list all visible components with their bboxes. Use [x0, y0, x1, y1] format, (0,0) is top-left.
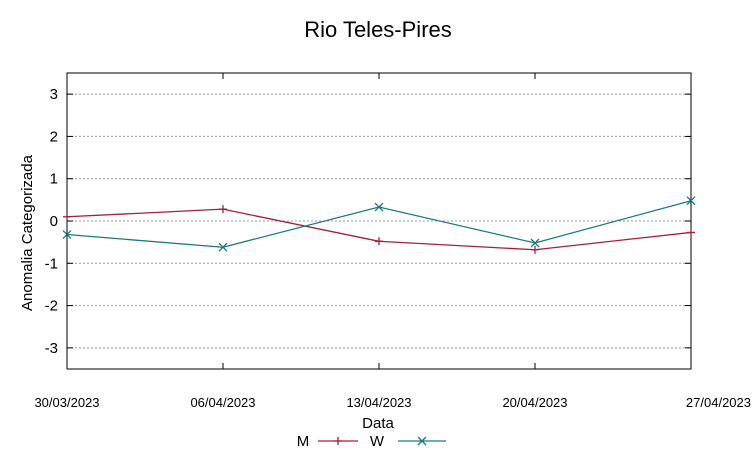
data-point-w — [530, 238, 540, 248]
x-tick-label: 27/04/2023 — [686, 395, 751, 410]
data-point-w — [686, 196, 696, 206]
y-tick-label: 3 — [50, 86, 58, 103]
y-tick-label: -3 — [45, 340, 58, 357]
grid-lines — [67, 93, 691, 349]
legend-label-w: W — [370, 433, 385, 450]
legend-marker-w — [417, 436, 427, 446]
data-point-m — [219, 205, 227, 214]
x-axis-label: Data — [362, 415, 394, 432]
legend-label-m: M — [297, 433, 310, 450]
x-tick-label: 30/03/2023 — [34, 395, 99, 410]
y-tick-label: -2 — [45, 298, 58, 315]
series-group — [62, 196, 696, 254]
data-point-w — [218, 242, 228, 252]
x-axis: 30/03/2023 06/04/2023 13/04/2023 20/04/2023… — [34, 73, 751, 410]
x-tick-label: 20/04/2023 — [502, 395, 567, 410]
y-axis-label: Anomalia Categorizada — [19, 154, 36, 311]
x-tick-label: 13/04/2023 — [346, 395, 411, 410]
data-point-m — [687, 228, 695, 237]
y-tick-label: 1 — [50, 171, 58, 188]
data-point-m — [375, 237, 383, 246]
data-point-w — [62, 230, 72, 239]
data-point-m — [63, 212, 71, 221]
legend-marker-m — [334, 437, 342, 445]
chart-title: Rio Teles-Pires — [304, 17, 452, 42]
series-m — [63, 205, 695, 254]
data-point-m — [531, 245, 539, 254]
y-tick-label: 0 — [50, 213, 58, 230]
data-point-w — [374, 202, 384, 212]
y-tick-label: -1 — [45, 255, 58, 272]
series-w — [62, 196, 696, 252]
y-tick-label: 2 — [50, 128, 58, 145]
y-axis: 3 2 1 0 -1 -2 -3 — [45, 86, 691, 357]
x-tick-label: 06/04/2023 — [190, 395, 255, 410]
